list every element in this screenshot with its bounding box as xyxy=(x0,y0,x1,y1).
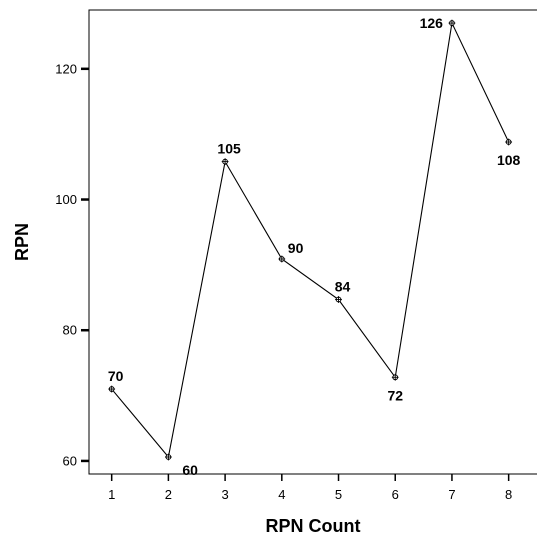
plot-border xyxy=(88,9,537,475)
data-point xyxy=(448,19,456,27)
data-point xyxy=(221,158,229,166)
y-tick-label: 60 xyxy=(63,453,77,468)
x-tick-label: 5 xyxy=(335,487,342,502)
y-tick-label: 120 xyxy=(55,61,77,76)
y-tick-label: 80 xyxy=(63,323,77,338)
data-point xyxy=(335,296,342,303)
data-label: 72 xyxy=(387,387,403,403)
data-point xyxy=(108,385,116,393)
data-label: 90 xyxy=(288,240,304,256)
data-label: 84 xyxy=(335,279,351,295)
data-labels: 70 60 105 90 84 72 126 108 xyxy=(108,15,521,478)
data-label: 60 xyxy=(182,462,198,478)
x-axis: 1 2 3 4 5 6 7 8 xyxy=(108,474,512,502)
data-point xyxy=(164,453,172,461)
x-tick-label: 7 xyxy=(448,487,455,502)
y-axis-title: RPN xyxy=(12,223,32,261)
data-point xyxy=(391,373,399,381)
y-axis: 60 80 100 120 xyxy=(55,61,89,468)
data-label: 126 xyxy=(420,15,444,31)
x-tick-label: 4 xyxy=(278,487,285,502)
plot-frame xyxy=(88,9,537,475)
data-label: 105 xyxy=(217,141,241,157)
x-tick-label: 2 xyxy=(165,487,172,502)
data-label: 70 xyxy=(108,368,124,384)
x-tick-label: 8 xyxy=(505,487,512,502)
x-axis-title: RPN Count xyxy=(266,516,361,536)
data-point xyxy=(505,138,513,146)
x-tick-label: 1 xyxy=(108,487,115,502)
data-label: 108 xyxy=(497,152,521,168)
x-tick-label: 6 xyxy=(392,487,399,502)
series-line xyxy=(111,21,510,459)
series-rpn xyxy=(108,19,513,461)
x-tick-label: 3 xyxy=(221,487,228,502)
data-point xyxy=(278,255,286,263)
y-tick-label: 100 xyxy=(55,192,77,207)
